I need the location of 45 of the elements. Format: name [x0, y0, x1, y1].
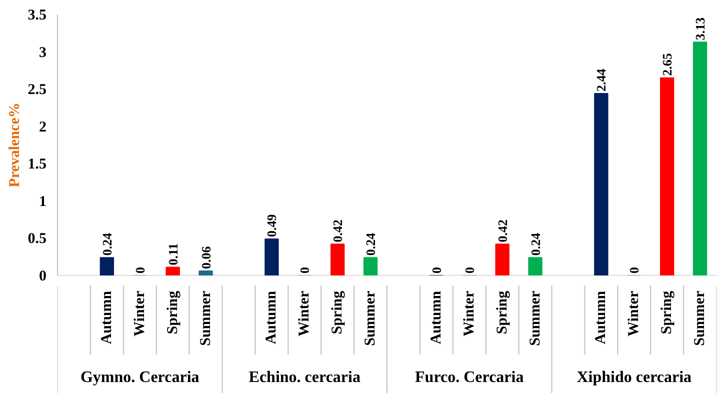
x-tick-label: Spring — [494, 290, 510, 334]
data-label: 0.24 — [99, 232, 114, 256]
data-label: 0 — [462, 267, 477, 274]
data-label: 0 — [132, 267, 148, 274]
x-tick-label: Summer — [692, 290, 708, 346]
y-tick-label: 3.5 — [28, 8, 46, 24]
data-label: 0.11 — [165, 243, 180, 266]
x-tick-label: Autumn — [264, 290, 280, 344]
data-label: 0 — [297, 267, 312, 274]
y-axis-title: Prevalence% — [6, 102, 23, 188]
x-tick-label: Winter — [626, 290, 642, 336]
data-label: 2.44 — [594, 68, 609, 92]
y-tick-label: 2.5 — [28, 82, 46, 98]
data-label: 0.24 — [528, 232, 543, 256]
x-tick-label: Winter — [132, 290, 148, 336]
x-tick-label: Spring — [330, 290, 346, 334]
x-tick-label: Spring — [164, 290, 181, 334]
data-label: 0.42 — [330, 219, 346, 242]
y-tick-label: 1.5 — [28, 156, 46, 173]
x-tick-label: Summer — [527, 290, 544, 346]
y-tick-label: 0 — [39, 268, 46, 284]
x-tick-label: Winter — [461, 290, 478, 336]
data-label: 0.24 — [363, 232, 378, 256]
x-tick-label: Autumn — [428, 290, 444, 344]
y-tick-label: 2 — [39, 119, 46, 136]
y-tick-label: 3 — [39, 44, 46, 61]
data-label: 0 — [428, 267, 444, 274]
x-tick-label: Autumn — [593, 290, 610, 344]
x-tick-label: Autumn — [98, 290, 115, 344]
text: Furco. Cercaria — [415, 368, 524, 386]
y-tick-label: 0.5 — [28, 231, 46, 248]
data-label: 2.65 — [660, 52, 675, 76]
x-tick-label: Summer — [362, 290, 379, 346]
data-label: 3.13 — [692, 16, 708, 40]
data-label: 0.06 — [198, 246, 214, 270]
data-label: 0.42 — [494, 219, 510, 242]
x-tick-label: Winter — [296, 290, 313, 336]
data-label: 0 — [626, 267, 642, 274]
text: Gymno. Cercaria — [80, 368, 200, 386]
text: Echino. cercaria — [248, 368, 360, 386]
x-tick-label: Spring — [659, 290, 676, 334]
y-tick-label: 1 — [39, 194, 46, 210]
data-label: 0.49 — [264, 214, 280, 237]
text: Xiphido cercaria — [576, 368, 692, 386]
x-tick-label: Summer — [198, 290, 214, 346]
